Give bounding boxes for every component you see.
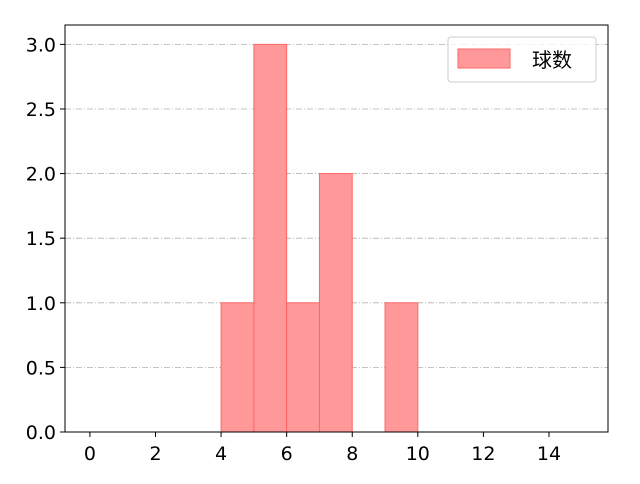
x-tick-label: 12 bbox=[471, 443, 495, 465]
x-tick-label: 14 bbox=[537, 443, 561, 465]
x-axis-ticks: 0 2 4 6 8 10 12 14 bbox=[84, 432, 561, 465]
histogram-bar bbox=[286, 302, 320, 433]
legend-box bbox=[447, 36, 597, 83]
histogram-bar bbox=[318, 173, 353, 433]
legend: 球数 bbox=[447, 36, 597, 83]
y-tick-label: 2.5 bbox=[26, 99, 56, 121]
legend-label: 球数 bbox=[532, 48, 572, 72]
y-axis-ticks: 0.0 0.5 1.0 1.5 2.0 2.5 3.0 bbox=[26, 34, 65, 444]
y-tick-label: 0.0 bbox=[26, 422, 56, 444]
x-tick-label: 6 bbox=[281, 443, 293, 465]
bars bbox=[220, 43, 419, 433]
x-tick-label: 2 bbox=[149, 443, 161, 465]
y-tick-label: 2.0 bbox=[26, 164, 56, 186]
histogram-bar bbox=[220, 302, 255, 433]
plot-frame bbox=[64, 24, 609, 433]
y-tick-label: 0.5 bbox=[26, 357, 56, 379]
y-tick-label: 3.0 bbox=[26, 34, 56, 56]
histogram-bar bbox=[384, 302, 419, 433]
x-tick-label: 10 bbox=[406, 443, 430, 465]
x-tick-label: 8 bbox=[346, 443, 358, 465]
y-tick-label: 1.5 bbox=[26, 228, 56, 250]
x-tick-label: 4 bbox=[215, 443, 227, 465]
legend-swatch bbox=[457, 48, 511, 69]
x-tick-label: 0 bbox=[84, 443, 96, 465]
histogram-bar bbox=[253, 43, 288, 433]
y-tick-label: 1.0 bbox=[26, 293, 56, 315]
